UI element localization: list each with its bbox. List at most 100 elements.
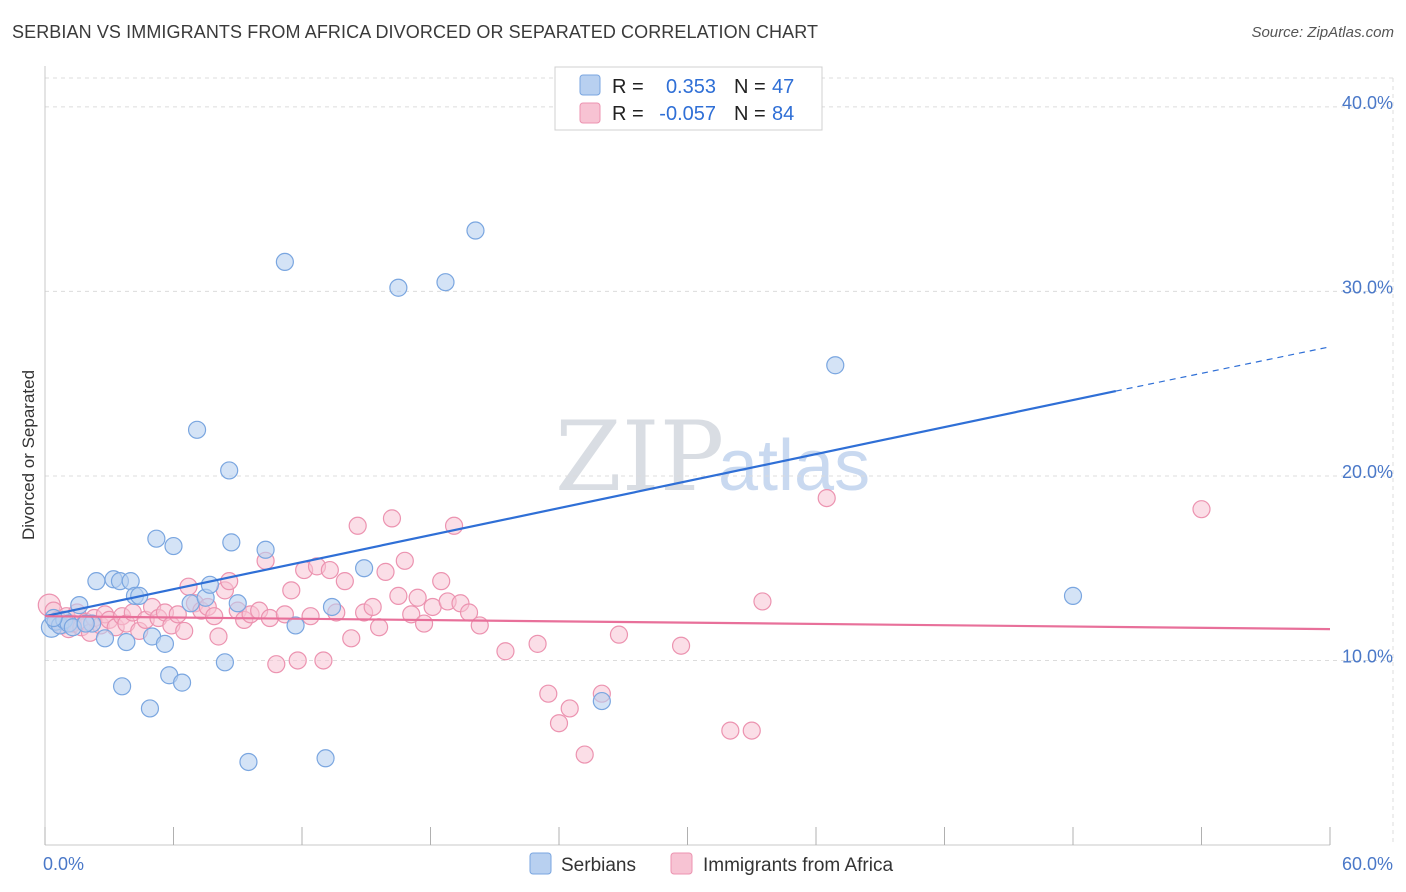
chart-title: SERBIAN VS IMMIGRANTS FROM AFRICA DIVORC…: [12, 22, 819, 42]
point-serbians: [239, 752, 258, 772]
legend-africa-n-label: N =: [734, 103, 766, 125]
point-africa: [549, 714, 569, 733]
point-serbians: [256, 540, 275, 559]
point-serbians: [155, 634, 175, 653]
point-serbians: [592, 691, 611, 711]
point-africa: [267, 655, 286, 674]
point-africa: [335, 572, 354, 591]
legend-bottom-serbians: Serbians: [561, 855, 636, 876]
point-serbians: [220, 461, 239, 480]
point-serbians: [87, 572, 106, 591]
y-tick-label: 30.0%: [1342, 277, 1393, 297]
point-africa: [320, 560, 339, 580]
point-africa: [209, 627, 228, 646]
point-africa: [539, 684, 558, 703]
trend-lines: [44, 346, 1331, 631]
point-serbians: [275, 252, 294, 272]
point-serbians: [316, 749, 335, 768]
x-tick-max: 60.0%: [1342, 854, 1393, 874]
point-serbians: [112, 677, 132, 696]
point-africa: [753, 592, 772, 611]
axes: [44, 66, 1331, 846]
point-serbians: [389, 278, 408, 297]
watermark-atlas: atlas: [718, 426, 870, 506]
point-africa: [288, 651, 307, 670]
legend-top: R = 0.353 N = 47 R = -0.057 N = 84: [554, 66, 823, 131]
point-serbians: [172, 673, 192, 692]
legend-bottom: Serbians Immigrants from Africa: [529, 852, 893, 876]
point-africa: [376, 562, 395, 582]
point-serbians: [222, 533, 241, 552]
point-africa: [175, 621, 194, 641]
point-serbians: [76, 614, 95, 633]
y-tick-label: 10.0%: [1342, 646, 1393, 666]
legend-bottom-africa: Immigrants from Africa: [703, 855, 893, 876]
point-africa: [363, 597, 382, 617]
y-tick-label: 40.0%: [1342, 93, 1393, 113]
point-serbians: [228, 594, 247, 613]
legend-serbians-swatch: [579, 74, 601, 96]
point-serbians: [164, 536, 183, 556]
source-label: Source: ZipAtlas.com: [1251, 24, 1394, 41]
legend-serbians-n-value: 47: [772, 76, 794, 98]
watermark-zip: ZIP: [555, 401, 724, 513]
point-africa: [282, 581, 301, 600]
point-africa: [205, 607, 224, 626]
point-africa: [382, 509, 402, 528]
point-africa: [575, 745, 594, 764]
point-africa: [432, 572, 451, 591]
point-serbians: [215, 653, 234, 672]
point-serbians: [95, 629, 115, 648]
trend-serbians: [44, 389, 1117, 618]
point-africa: [370, 618, 389, 637]
point-africa: [414, 614, 434, 633]
legend-serbians-n-label: N =: [734, 76, 766, 98]
point-africa: [1192, 500, 1211, 519]
y-tick-label: 20.0%: [1342, 462, 1393, 482]
legend-africa-r-label: R =: [612, 103, 644, 125]
point-africa: [528, 634, 547, 653]
legend-serbians-r-label: R =: [612, 76, 644, 98]
point-serbians: [117, 632, 136, 652]
trend-serbians-extension: [1115, 346, 1331, 392]
point-serbians: [355, 559, 374, 578]
point-africa: [342, 629, 361, 648]
point-africa: [560, 699, 579, 718]
legend-serbians-r-value: 0.353: [666, 76, 716, 98]
y-tick-labels: 10.0% 20.0% 30.0% 40.0%: [1342, 93, 1393, 667]
point-africa: [721, 721, 740, 740]
point-serbians: [826, 356, 845, 375]
legend-bottom-africa-swatch: [670, 852, 693, 875]
legend-africa-r-value: -0.057: [659, 103, 716, 125]
point-serbians: [200, 575, 220, 594]
point-africa: [389, 586, 408, 605]
point-africa: [496, 642, 515, 661]
point-africa: [609, 625, 629, 644]
legend-africa-n-value: 84: [772, 103, 794, 125]
legend-bottom-serbians-swatch: [529, 852, 552, 875]
y-axis-label: Divorced or Separated: [19, 370, 38, 540]
x-tick-min: 0.0%: [43, 854, 84, 874]
watermark: ZIP atlas: [555, 401, 870, 513]
point-africa: [408, 588, 427, 607]
point-africa: [301, 607, 320, 626]
point-serbians: [286, 616, 305, 635]
point-africa: [742, 721, 761, 740]
point-africa: [671, 636, 691, 655]
point-serbians: [322, 597, 342, 617]
legend-africa-swatch: [579, 102, 601, 124]
point-serbians: [140, 699, 160, 718]
series-serbians-points: [40, 221, 1083, 772]
point-africa: [402, 605, 421, 624]
point-africa: [314, 651, 333, 670]
point-serbians: [1063, 586, 1083, 605]
point-africa: [395, 551, 414, 570]
point-serbians: [466, 221, 485, 240]
trend-africa: [44, 615, 1331, 631]
point-serbians: [436, 273, 455, 292]
point-africa: [348, 516, 367, 535]
point-serbians: [147, 529, 166, 548]
point-serbians: [187, 420, 207, 439]
point-africa: [817, 488, 836, 508]
